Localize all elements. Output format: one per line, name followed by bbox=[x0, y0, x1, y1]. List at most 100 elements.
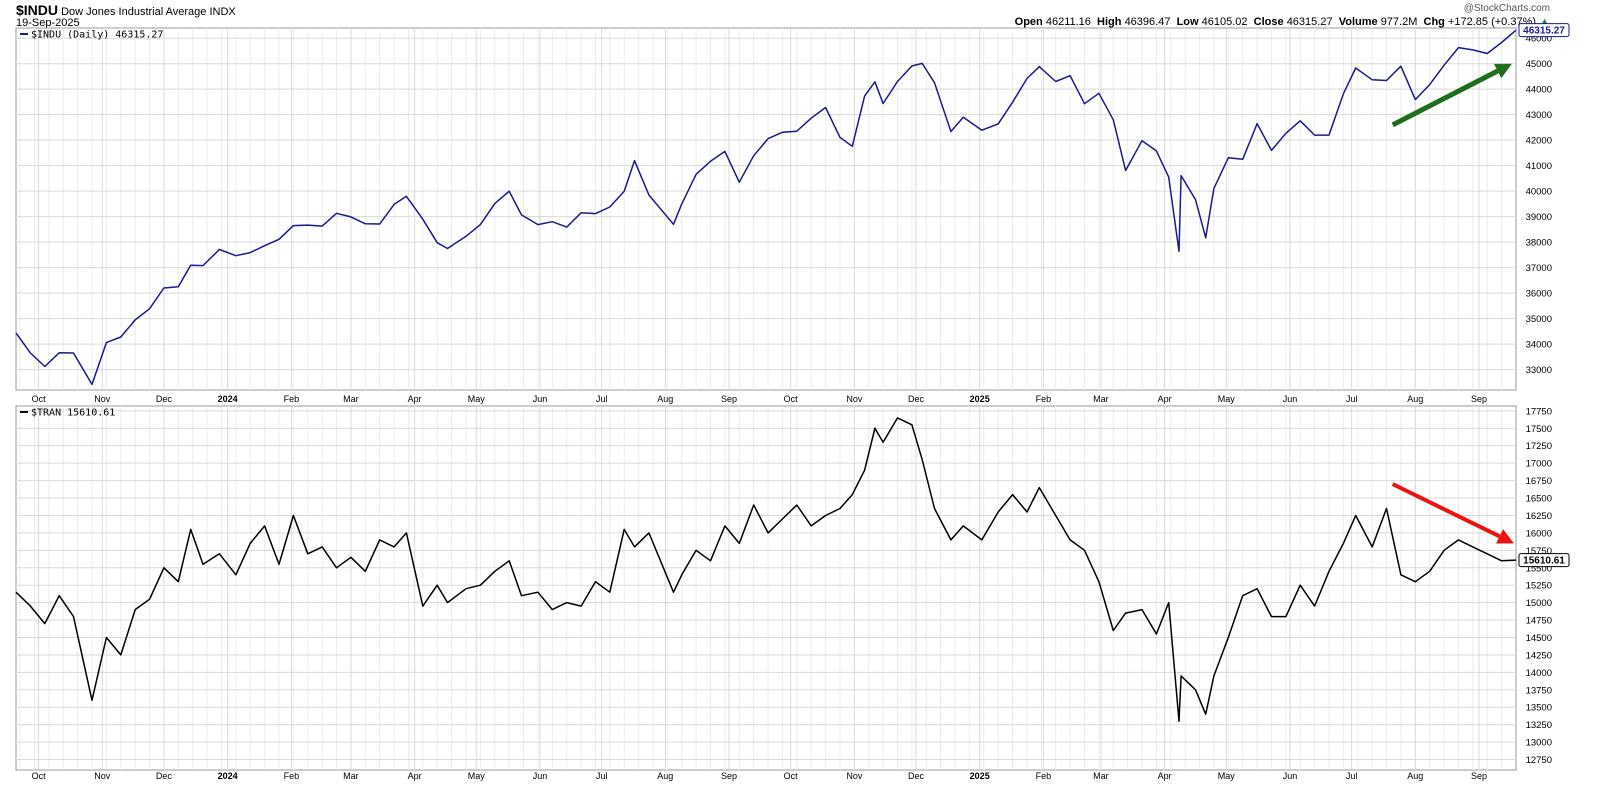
y-tick-label: 16000 bbox=[1526, 528, 1552, 539]
x-tick-label: Dec bbox=[156, 394, 173, 404]
x-tick-label: Mar bbox=[343, 771, 359, 781]
x-tick-label: Oct bbox=[32, 771, 47, 781]
x-tick-label: Aug bbox=[657, 394, 673, 404]
x-tick-label: Jul bbox=[1346, 394, 1358, 404]
y-tick-label: 44000 bbox=[1526, 85, 1552, 96]
y-tick-label: 13750 bbox=[1526, 685, 1552, 696]
y-tick-label: 13250 bbox=[1526, 720, 1552, 731]
y-tick-label: 33000 bbox=[1526, 365, 1552, 376]
volume-value: 977.2M bbox=[1380, 16, 1418, 28]
y-tick-label: 15250 bbox=[1526, 581, 1552, 592]
y-tick-label: 45000 bbox=[1526, 59, 1552, 70]
x-tick-label: 2025 bbox=[970, 771, 990, 781]
y-tick-label: 13500 bbox=[1526, 703, 1552, 714]
y-tick-label: 42000 bbox=[1526, 136, 1552, 147]
x-tick-label: Mar bbox=[1093, 394, 1109, 404]
y-tick-label: 17250 bbox=[1526, 441, 1552, 452]
x-tick-label: Aug bbox=[657, 771, 673, 781]
x-tick-label: Nov bbox=[846, 771, 863, 781]
y-tick-label: 13000 bbox=[1526, 738, 1552, 749]
close-value: 46315.27 bbox=[1286, 16, 1333, 28]
open-label: Open bbox=[1014, 16, 1043, 28]
x-tick-label: Feb bbox=[1036, 771, 1052, 781]
y-tick-label: 17500 bbox=[1526, 424, 1552, 435]
x-tick-label: Feb bbox=[284, 771, 300, 781]
x-tick-label: Jun bbox=[533, 771, 548, 781]
x-tick-label: Apr bbox=[1158, 394, 1172, 404]
y-tick-label: 14000 bbox=[1526, 668, 1552, 679]
x-tick-label: Mar bbox=[1093, 771, 1109, 781]
x-tick-label: Feb bbox=[1036, 394, 1052, 404]
security-name: Dow Jones Industrial Average INDX bbox=[61, 6, 236, 18]
y-tick-label: 17000 bbox=[1526, 459, 1552, 470]
legend-label: $TRAN 15610.61 bbox=[31, 408, 115, 419]
x-tick-label: Sep bbox=[1471, 394, 1487, 404]
y-tick-label: 41000 bbox=[1526, 161, 1552, 172]
x-tick-label: Jun bbox=[533, 394, 548, 404]
y-tick-label: 12750 bbox=[1526, 755, 1552, 766]
x-tick-label: May bbox=[468, 771, 486, 781]
y-tick-label: 40000 bbox=[1526, 187, 1552, 198]
y-tick-label: 37000 bbox=[1526, 263, 1552, 274]
series-line bbox=[15, 417, 1517, 722]
y-tick-label: 35000 bbox=[1526, 314, 1552, 325]
x-tick-label: Dec bbox=[156, 771, 173, 781]
last-value-box bbox=[1518, 23, 1570, 38]
y-tick-label: 39000 bbox=[1526, 212, 1552, 223]
y-tick-label: 16250 bbox=[1526, 511, 1552, 522]
high-value: 46396.47 bbox=[1124, 16, 1171, 28]
y-tick-label: 36000 bbox=[1526, 289, 1552, 300]
x-tick-label: Dec bbox=[908, 394, 925, 404]
x-tick-label: Apr bbox=[408, 771, 422, 781]
y-tick-label: 14250 bbox=[1526, 650, 1552, 661]
x-tick-label: Dec bbox=[908, 771, 925, 781]
legend-label: $INDU (Daily) 46315.27 bbox=[31, 30, 163, 41]
tran-panel: Oct Nov Dec 2024 Feb Mar Apr May Jun Jul Aug Sep Oct… bbox=[15, 405, 1570, 781]
up-arrow-head bbox=[1494, 63, 1512, 79]
open-value: 46211.16 bbox=[1045, 16, 1091, 28]
y-tick-label: 16500 bbox=[1526, 494, 1552, 505]
watermark: @StockCharts.com bbox=[1463, 3, 1550, 14]
up-triangle-icon: ▲ bbox=[1539, 16, 1550, 28]
x-tick-label: Jul bbox=[1346, 771, 1358, 781]
low-label: Low bbox=[1176, 16, 1199, 28]
chart-header: $INDU Dow Jones Industrial Average INDX bbox=[16, 2, 236, 18]
x-tick-label: Aug bbox=[1407, 394, 1423, 404]
chart-date: 19-Sep-2025 bbox=[16, 17, 80, 29]
x-tick-label: Sep bbox=[721, 394, 737, 404]
down-arrow-shaft bbox=[1391, 482, 1501, 539]
x-tick-label: Oct bbox=[784, 771, 799, 781]
symbol-label: $INDU bbox=[16, 2, 59, 18]
plot-frame bbox=[15, 27, 1517, 391]
plot-frame bbox=[15, 405, 1517, 771]
volume-label: Volume bbox=[1338, 16, 1378, 28]
chg-value: +172.85 (+0.37%) bbox=[1447, 16, 1537, 28]
y-tick-label: 14750 bbox=[1526, 616, 1552, 627]
y-tick-label: 43000 bbox=[1526, 110, 1552, 121]
up-arrow-shaft bbox=[1391, 68, 1499, 128]
series-line bbox=[15, 29, 1517, 386]
x-tick-label: Jun bbox=[1283, 394, 1298, 404]
x-tick-label: Nov bbox=[846, 394, 863, 404]
x-tick-label: Apr bbox=[1158, 771, 1172, 781]
x-tick-label: Feb bbox=[284, 394, 300, 404]
x-tick-label: Nov bbox=[94, 771, 111, 781]
x-tick-label: Sep bbox=[721, 771, 737, 781]
x-tick-label: Jul bbox=[596, 771, 608, 781]
y-tick-label: 14500 bbox=[1526, 633, 1552, 644]
high-label: High bbox=[1097, 16, 1122, 28]
y-tick-label: 38000 bbox=[1526, 238, 1552, 249]
indu-panel: Oct Nov Dec 2024 Feb Mar Apr May Jun Jul Aug Sep Oct… bbox=[15, 23, 1570, 404]
close-label: Close bbox=[1253, 16, 1284, 28]
x-tick-label: Oct bbox=[784, 394, 799, 404]
x-tick-label: Aug bbox=[1407, 771, 1423, 781]
y-tick-label: 15750 bbox=[1526, 546, 1552, 557]
x-tick-label: Mar bbox=[343, 394, 359, 404]
y-tick-label: 15500 bbox=[1526, 563, 1552, 574]
x-tick-label: 2025 bbox=[970, 394, 990, 404]
x-tick-label: Nov bbox=[94, 394, 111, 404]
annotations bbox=[1391, 63, 1514, 544]
x-tick-label: Apr bbox=[408, 394, 422, 404]
x-tick-label: Jul bbox=[596, 394, 608, 404]
y-tick-label: 34000 bbox=[1526, 340, 1552, 351]
